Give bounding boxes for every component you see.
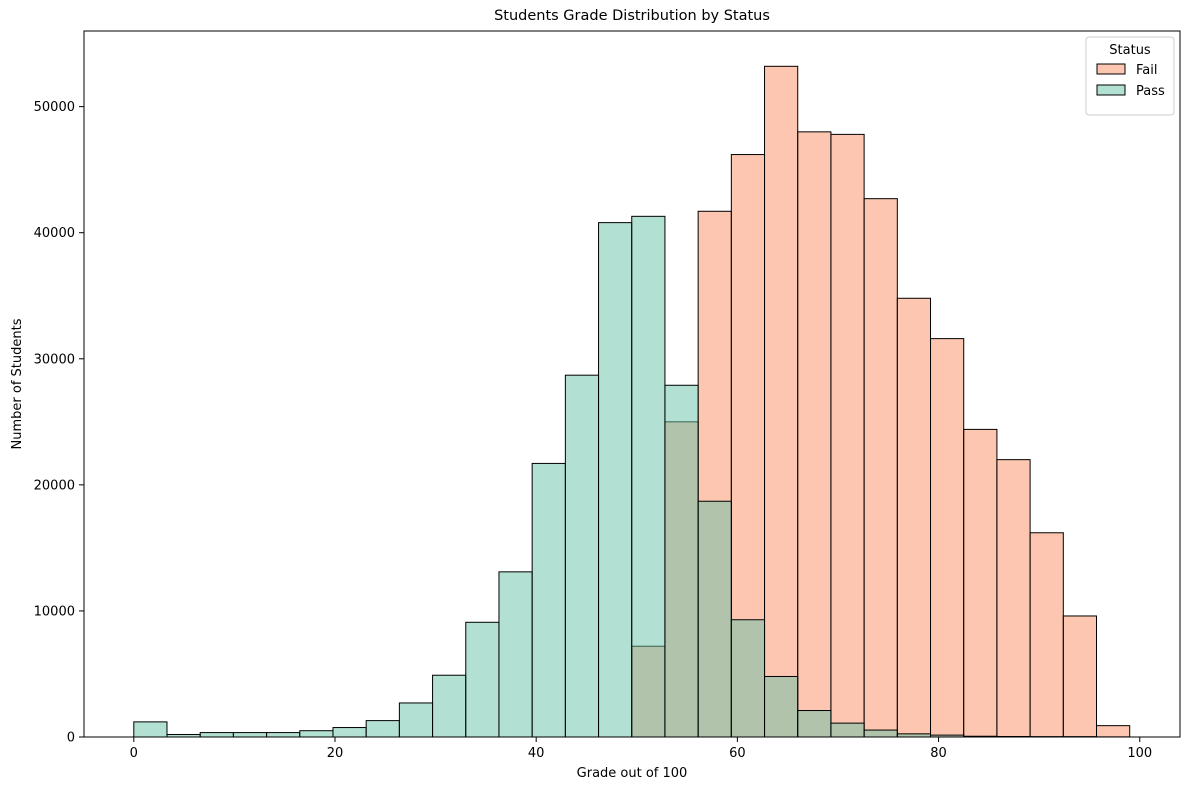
chart-title: Students Grade Distribution by Status [494, 8, 770, 24]
legend-label-fail: Fail [1136, 63, 1157, 78]
fail-bar [930, 338, 965, 738]
x-tick-label: 20 [327, 746, 344, 761]
legend-swatch-pass [1096, 84, 1126, 96]
fail-bar [1096, 725, 1131, 738]
y-axis: 0 10000 20000 30000 40000 50000 [34, 100, 84, 746]
legend: Status Fail Pass [1085, 36, 1175, 116]
legend-swatch-fail [1096, 63, 1126, 75]
x-tick-label: 100 [1127, 746, 1152, 761]
fail-bar [996, 459, 1031, 738]
pass-bar [465, 621, 500, 738]
y-tick-label: 30000 [34, 352, 75, 367]
pass-bar [232, 732, 268, 738]
y-tick-label: 10000 [34, 604, 75, 619]
fail-bar [764, 65, 799, 738]
pass-bar [598, 222, 633, 738]
pass-bar [664, 384, 699, 738]
fail-bar [963, 428, 998, 738]
x-tick-label: 40 [528, 746, 545, 761]
pass-bar [498, 571, 533, 738]
pass-bar [797, 710, 832, 738]
fail-bar [863, 198, 898, 738]
x-tick-label: 80 [930, 746, 947, 761]
fail-bar [1029, 532, 1064, 738]
fail-bar [896, 297, 932, 738]
pass-bars [133, 215, 1131, 738]
pass-bar [432, 674, 467, 738]
fail-bar [797, 131, 832, 738]
pass-bar [564, 374, 600, 738]
legend-label-pass: Pass [1136, 84, 1165, 99]
pass-bar [266, 732, 301, 738]
fail-bar [830, 133, 865, 738]
pass-bar [863, 729, 898, 738]
plot-area-frame [83, 30, 1181, 738]
y-tick-label: 0 [67, 731, 75, 746]
pass-bar [332, 727, 367, 738]
pass-bar [730, 619, 766, 738]
pass-bar [199, 732, 234, 738]
legend-title: Status [1109, 43, 1151, 58]
x-axis-label: Grade out of 100 [577, 766, 688, 781]
y-axis-label: Number of Students [10, 318, 25, 449]
y-tick-label: 50000 [34, 100, 75, 115]
pass-bar [365, 720, 400, 738]
x-tick-label: 0 [130, 746, 138, 761]
pass-bar [299, 730, 334, 738]
pass-bar [697, 500, 732, 738]
pass-bar [830, 722, 865, 738]
pass-bar [764, 675, 799, 738]
x-axis: 0 20 40 60 80 100 [130, 737, 1152, 761]
pass-bar [133, 721, 168, 738]
pass-bar [631, 215, 666, 738]
fail-bar [1062, 615, 1098, 738]
y-tick-label: 20000 [34, 478, 75, 493]
y-tick-label: 40000 [34, 226, 75, 241]
pass-bar [531, 462, 566, 738]
pass-bar [398, 702, 434, 738]
x-tick-label: 60 [729, 746, 746, 761]
